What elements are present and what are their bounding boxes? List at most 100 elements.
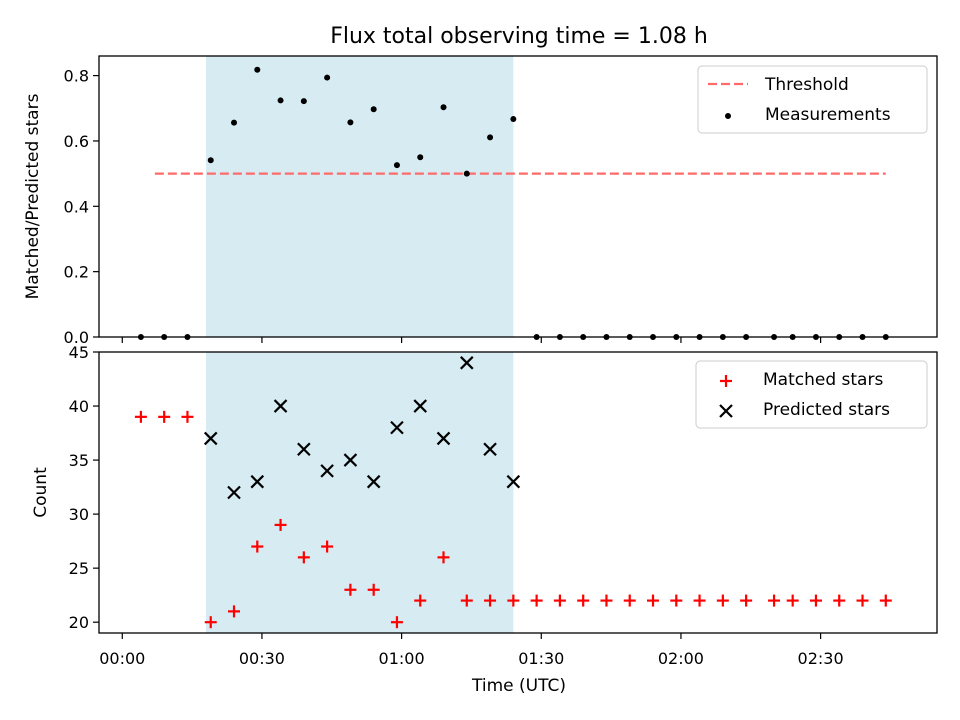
measurement-point	[510, 116, 517, 123]
y-tick-label: 35	[69, 451, 89, 470]
measurement-point	[324, 74, 331, 81]
matched-star-point	[856, 594, 869, 607]
matched-star-point	[786, 594, 799, 607]
matched-star-point	[297, 551, 310, 564]
measurement-point	[370, 106, 377, 113]
predicted-star-point	[343, 453, 358, 467]
legend-matched-label: Matched stars	[763, 370, 883, 390]
matched-star-point	[437, 551, 450, 564]
matched-star-point	[321, 540, 334, 553]
matched-star-point	[768, 594, 781, 607]
y-tick-label: 0.0	[64, 328, 89, 347]
matched-star-point	[577, 594, 590, 607]
legend-matched-swatch	[720, 375, 732, 387]
predicted-star-point	[460, 356, 474, 370]
matched-star-point	[367, 583, 380, 596]
legend-frame	[695, 360, 928, 429]
matched-star-point	[181, 410, 194, 423]
y-axis-label: Count	[31, 467, 51, 518]
matched-star-point	[879, 594, 892, 607]
predicted-star-point	[390, 420, 404, 435]
x-tick-label: 02:30	[798, 649, 844, 668]
chart-title: Flux total observing time = 1.08 h	[330, 24, 708, 49]
x-b	[227, 485, 241, 500]
matched-star-point	[833, 594, 846, 607]
measurement-point	[207, 157, 214, 164]
matched-star-point	[553, 594, 566, 607]
predicted-star-point	[506, 474, 521, 489]
shaded-span	[206, 352, 514, 633]
predicted-star-point	[413, 399, 428, 413]
matched-star-point	[740, 594, 753, 607]
x-axis-label: Time (UTC)	[471, 676, 566, 696]
x-b	[413, 399, 428, 413]
matched-star-point	[530, 594, 543, 607]
matched-star-point	[204, 616, 217, 629]
predicted-star-point	[250, 474, 265, 489]
measurement-point	[463, 170, 470, 177]
matched-star-point	[647, 594, 660, 607]
y-tick-label: 25	[69, 559, 89, 578]
x-b	[460, 356, 474, 370]
x-b	[719, 404, 733, 418]
x-b	[203, 431, 218, 446]
legend-predicted-label: Predicted stars	[763, 400, 890, 420]
y-axis-label: Matched/Predicted stars	[23, 93, 43, 299]
x-b	[297, 442, 311, 457]
x-b	[320, 464, 334, 478]
measurement-point	[347, 119, 354, 126]
measurement-point	[417, 154, 424, 161]
predicted-star-point	[483, 442, 497, 457]
top-panel: 0.0 0.2 0.4 0.6 0.8 Matched/Predicted stars Th…	[23, 55, 938, 347]
predicted-star-point	[273, 399, 288, 413]
measurement-point	[254, 66, 261, 73]
x-tick-label: 00:00	[99, 649, 145, 668]
matched-star-point	[670, 594, 683, 607]
x-tick-label: 01:30	[518, 649, 564, 668]
matched-star-point	[228, 605, 241, 618]
x-b	[436, 431, 451, 446]
legend-measurement-swatch	[725, 113, 731, 119]
matched-star-point	[716, 594, 729, 607]
x-b	[390, 420, 404, 435]
matched-star-point	[693, 594, 706, 607]
x-tick-label: 01:00	[379, 649, 425, 668]
legend-frame	[697, 65, 928, 134]
legend-predicted-swatch	[719, 404, 733, 418]
predicted-star-point	[227, 485, 241, 500]
matched-star-point	[460, 594, 473, 607]
x-b	[343, 453, 358, 467]
axes-frame	[98, 55, 938, 338]
matched-star-point	[809, 594, 822, 607]
matched-star-point	[274, 518, 287, 531]
measurement-point	[277, 97, 284, 104]
x-b	[250, 474, 265, 489]
legend: Matched stars Predicted stars	[695, 360, 928, 429]
y-tick-label: 0.6	[64, 132, 89, 151]
x-b	[506, 474, 521, 489]
matched-star-point	[134, 410, 147, 423]
y-tick-label: 20	[69, 613, 89, 632]
x-tick-label: 02:00	[658, 649, 704, 668]
matched-star-point	[344, 583, 357, 596]
legend-threshold-label: Threshold	[764, 75, 849, 95]
y-tick-label: 0.8	[64, 67, 89, 86]
x-b	[483, 442, 497, 457]
matched-star-point	[414, 594, 427, 607]
y-tick-label: 40	[69, 397, 89, 416]
measurement-point	[393, 162, 400, 169]
predicted-star-point	[297, 442, 311, 457]
matched-star-point	[390, 616, 403, 629]
x-b	[273, 399, 288, 413]
matched-star-point	[600, 594, 613, 607]
x-tick-label: 00:30	[239, 649, 285, 668]
bottom-panel: 20 25 30 35 40 45 00:00 00:30 01:00 01:30 02:00 02:…	[31, 343, 938, 668]
measurement-point	[487, 134, 494, 141]
legend-measurement-label: Measurements	[765, 105, 891, 125]
y-tick-label: 0.2	[64, 263, 89, 282]
predicted-star-point	[366, 474, 381, 489]
legend: Threshold Measurements	[697, 65, 928, 134]
predicted-star-point	[320, 464, 334, 478]
measurement-point	[300, 98, 307, 105]
